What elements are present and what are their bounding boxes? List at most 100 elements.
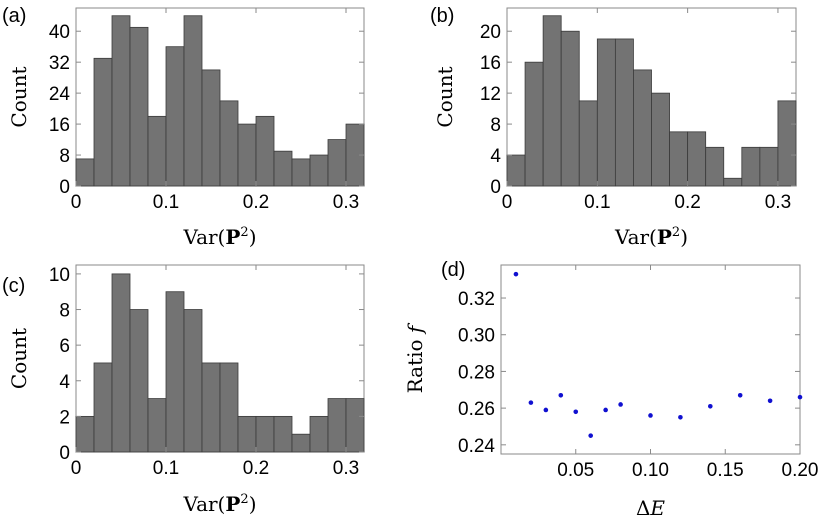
histogram-bar — [147, 398, 167, 453]
x-tick-label: 0.1 — [153, 192, 179, 213]
y-tick-label: 40 — [49, 22, 70, 43]
x-axis-label-prefix: Var( — [182, 492, 225, 516]
x-tick-label: 0.05 — [557, 460, 594, 481]
histogram-bar — [237, 415, 257, 453]
histogram-bar — [237, 123, 257, 187]
x-axis-label: Var(P2) — [182, 225, 256, 249]
panel-label: (d) — [441, 259, 465, 281]
histogram-bar — [596, 38, 616, 187]
histogram-bar — [255, 115, 275, 187]
histogram-bar — [75, 415, 95, 453]
y-tick-label: 16 — [480, 53, 501, 74]
histogram-bar — [309, 415, 329, 453]
y-tick-label: 4 — [490, 146, 501, 167]
histogram-bar — [183, 309, 203, 453]
histogram-bar — [111, 273, 131, 453]
data-point — [528, 400, 534, 405]
y-tick-label: 8 — [59, 301, 70, 322]
histogram-bar — [201, 362, 221, 453]
panel-label: (b) — [430, 5, 454, 27]
y-axis-label: Count — [433, 66, 457, 127]
panel-label: (a) — [2, 5, 26, 27]
y-tick-label: 8 — [59, 146, 70, 167]
data-point — [573, 409, 579, 415]
y-tick-label: 20 — [480, 22, 501, 43]
data-point — [648, 413, 653, 418]
x-tick-label: 0.2 — [674, 192, 700, 213]
histogram-bar — [741, 146, 761, 187]
histogram-bar — [560, 30, 580, 187]
x-tick-label: 0.2 — [243, 458, 269, 479]
histogram-bar — [291, 433, 311, 453]
panel-a: 0 0.1 0.2 0.3 0 8 16 24 32 40 (a) Count Var(P2) — [2, 5, 365, 249]
plot-frame — [500, 264, 801, 455]
data-point — [678, 415, 683, 420]
y-tick-label: 16 — [49, 115, 70, 136]
x-tick-label: 0.20 — [782, 460, 819, 481]
data-point — [708, 403, 713, 409]
histogram-bar — [777, 100, 797, 187]
y-tick-label: 8 — [490, 115, 501, 136]
y-axis-label-text: Count — [7, 328, 31, 389]
x-tick-label: 0.15 — [707, 460, 744, 481]
histogram-bar — [345, 398, 365, 453]
histogram-bar — [633, 69, 652, 187]
x-axis-variable: E — [649, 496, 665, 520]
x-tick-label: 0 — [71, 458, 82, 479]
histogram-bar — [165, 46, 185, 187]
y-axis-label-text: Count — [7, 66, 31, 127]
histogram-bar — [273, 150, 293, 187]
y-axis-label-text: Count — [433, 66, 457, 127]
panel-label: (c) — [2, 275, 25, 297]
y-tick-label: 0 — [490, 177, 501, 198]
histogram-bar — [723, 177, 743, 187]
data-point — [737, 392, 743, 398]
x-tick-label: 0.2 — [243, 192, 269, 213]
y-tick-label: 12 — [480, 84, 501, 105]
histogram-bar — [129, 26, 149, 187]
y-tick-label: 10 — [49, 265, 70, 286]
y-tick-label: 4 — [59, 372, 70, 393]
y-axis-label: Count — [7, 328, 31, 389]
x-axis-label: Var(P2) — [614, 225, 688, 249]
y-tick-label: 0.24 — [458, 436, 495, 457]
data-point — [543, 407, 549, 413]
histogram-bar — [219, 100, 239, 187]
x-tick-label: 0.1 — [584, 192, 610, 213]
y-axis-variable: f — [403, 322, 427, 335]
y-axis-label: Count — [7, 66, 31, 127]
y-axis-label-text: Ratio — [403, 333, 427, 393]
x-tick-label: 0.3 — [765, 192, 791, 213]
data-point — [588, 433, 593, 438]
x-tick-label: 0.3 — [333, 192, 359, 213]
x-tick-label: 0 — [71, 192, 82, 213]
histogram-bar — [705, 146, 725, 187]
histogram-bar — [669, 131, 689, 187]
histogram-bar — [255, 415, 275, 453]
y-tick-label: 0.32 — [458, 289, 495, 310]
histogram-bar — [147, 115, 167, 187]
x-axis-label: ΔE — [636, 496, 665, 520]
y-tick-label: 2 — [59, 407, 70, 428]
x-axis-label-suffix: ) — [249, 492, 257, 516]
data-point — [797, 394, 803, 400]
histogram-bar — [93, 362, 113, 453]
histogram-bar — [687, 131, 707, 187]
data-point — [603, 407, 608, 413]
x-axis-label-suffix: ) — [249, 225, 257, 249]
histogram-bar — [273, 415, 293, 453]
panel-d: 0.05 0.10 0.15 0.20 0.24 0.26 0.28 0.30 0.32 (d) R… — [403, 259, 818, 520]
x-tick-label: 0 — [502, 192, 513, 213]
histogram-bar — [75, 158, 95, 187]
x-axis-label: Var(P2) — [182, 492, 256, 516]
histogram-bar — [614, 38, 634, 187]
y-tick-label: 0 — [59, 177, 70, 198]
histogram-bar — [93, 57, 113, 187]
x-tick-label: 0.10 — [632, 460, 669, 481]
x-axis-label-suffix: ) — [680, 225, 688, 249]
x-axis-label-prefix: Var( — [182, 225, 225, 249]
y-tick-label: 0 — [59, 443, 70, 464]
histogram-bar — [129, 309, 149, 453]
y-tick-label: 0.26 — [458, 399, 495, 420]
y-tick-label: 24 — [49, 84, 71, 105]
